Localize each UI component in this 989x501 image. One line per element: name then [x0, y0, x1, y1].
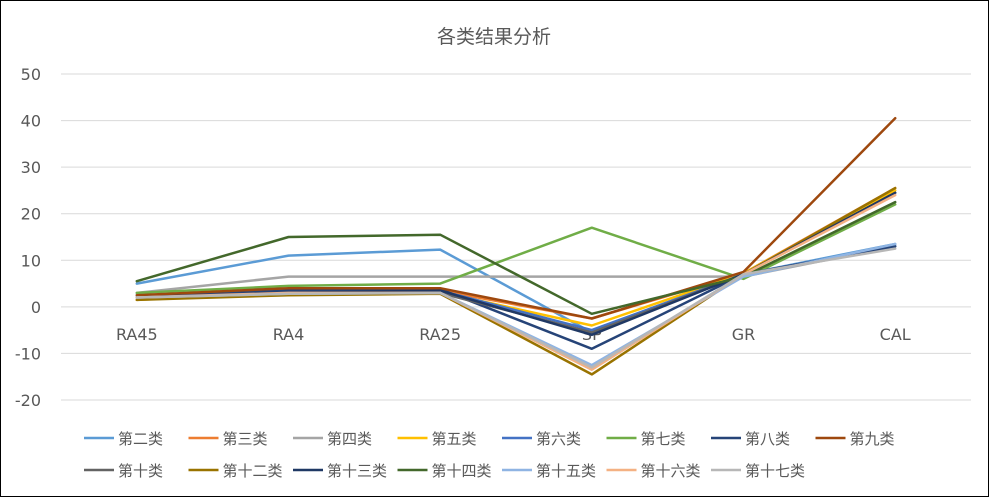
y-tick-label: 30: [21, 158, 41, 177]
x-tick-label: GR: [732, 325, 756, 344]
y-tick-label: 0: [31, 298, 41, 317]
legend-label: 第十七类: [745, 462, 805, 480]
y-tick-label: 20: [21, 205, 41, 224]
legend-item: 第四类: [293, 430, 372, 448]
legend-label: 第五类: [432, 430, 477, 448]
legend-item: 第二类: [84, 430, 163, 448]
y-tick-label: -10: [15, 344, 41, 363]
legend-item: 第十六类: [606, 462, 701, 480]
legend-item: 第十二类: [188, 462, 283, 480]
x-tick-label: RA45: [116, 325, 158, 344]
series-line: [135, 193, 897, 371]
y-tick-label: 40: [21, 112, 41, 131]
legend-label: 第十类: [118, 462, 163, 480]
y-tick-label: 50: [21, 65, 41, 84]
legend-item: 第十五类: [502, 462, 596, 480]
legend-item: 第六类: [502, 430, 581, 448]
legend-label: 第六类: [536, 430, 581, 448]
legend-item: 第五类: [397, 430, 477, 448]
legend-label: 第十六类: [641, 462, 701, 480]
legend-item: 第七类: [606, 430, 686, 448]
series-lines: [135, 116, 897, 376]
legend-item: 第八类: [711, 430, 790, 448]
series-line: [135, 116, 897, 320]
series-line: [135, 200, 897, 316]
legend-label: 第八类: [745, 430, 790, 448]
legend-label: 第九类: [850, 430, 895, 448]
legend-item: 第十类: [84, 462, 163, 480]
x-tick-label: RA4: [273, 325, 305, 344]
legend-item: 第三类: [188, 430, 268, 448]
legend-label: 第十四类: [432, 462, 492, 480]
y-tick-label: -20: [15, 391, 41, 410]
legend-label: 第十二类: [223, 462, 283, 480]
legend-label: 第十五类: [536, 462, 596, 480]
x-tick-label: CAL: [880, 325, 911, 344]
legend-label: 第二类: [118, 430, 163, 448]
chart-title: 各类结果分析: [437, 26, 551, 48]
x-tick-label: RA25: [419, 325, 461, 344]
legend-label: 第七类: [641, 430, 686, 448]
series-line: [135, 247, 897, 369]
legend-label: 第三类: [223, 430, 268, 448]
y-axis-ticks: -20 -10 0 10 20 30 40 50: [15, 65, 41, 410]
y-tick-label: 10: [21, 251, 41, 270]
legend-label: 第十三类: [327, 462, 387, 480]
legend-item: 第十七类: [711, 462, 805, 480]
gridlines: [61, 73, 971, 401]
legend-item: 第十四类: [397, 462, 492, 480]
series-line: [135, 203, 897, 295]
legend-item: 第十三类: [293, 462, 387, 480]
legend-label: 第四类: [327, 430, 372, 448]
legend-item: 第九类: [815, 430, 895, 448]
